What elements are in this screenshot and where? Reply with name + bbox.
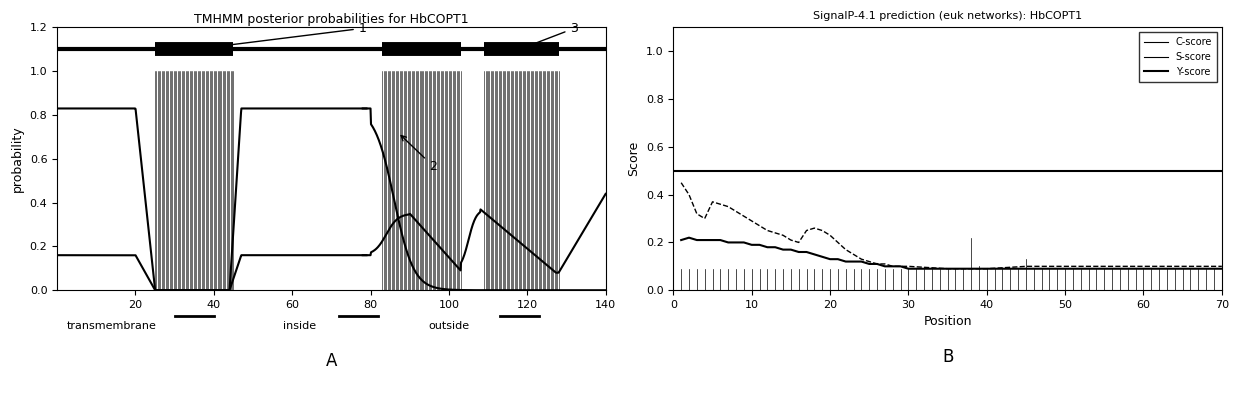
Legend: C-score, S-score, Y-score: C-score, S-score, Y-score — [1138, 32, 1216, 82]
Y-axis label: probability: probability — [11, 126, 24, 192]
X-axis label: Position: Position — [924, 316, 972, 328]
Text: outside: outside — [428, 321, 470, 331]
Text: 2: 2 — [401, 136, 438, 173]
Text: inside: inside — [284, 321, 316, 331]
Text: MNHMTPYNQRQVTLLVDSWRTTTHLQYALTLLVCYVAGALYQFLENLRVRMRFKLVVGTQQSAAEEPLLQ: MNHMTPYNQRQVTLLVDSWRTTTHLQYALTLLVCYVAGAL… — [833, 294, 1061, 300]
Y-axis label: Score: Score — [627, 141, 640, 176]
Text: B: B — [942, 348, 954, 366]
Text: A: A — [326, 352, 337, 369]
Text: 1: 1 — [198, 22, 367, 51]
Text: transmembrane: transmembrane — [67, 321, 157, 331]
Title: TMHMM posterior probabilities for HbCOPT1: TMHMM posterior probabilities for HbCOPT… — [195, 13, 469, 26]
Text: 3: 3 — [523, 22, 578, 48]
Title: SignalP-4.1 prediction (euk networks): HbCOPT1: SignalP-4.1 prediction (euk networks): H… — [813, 11, 1083, 21]
